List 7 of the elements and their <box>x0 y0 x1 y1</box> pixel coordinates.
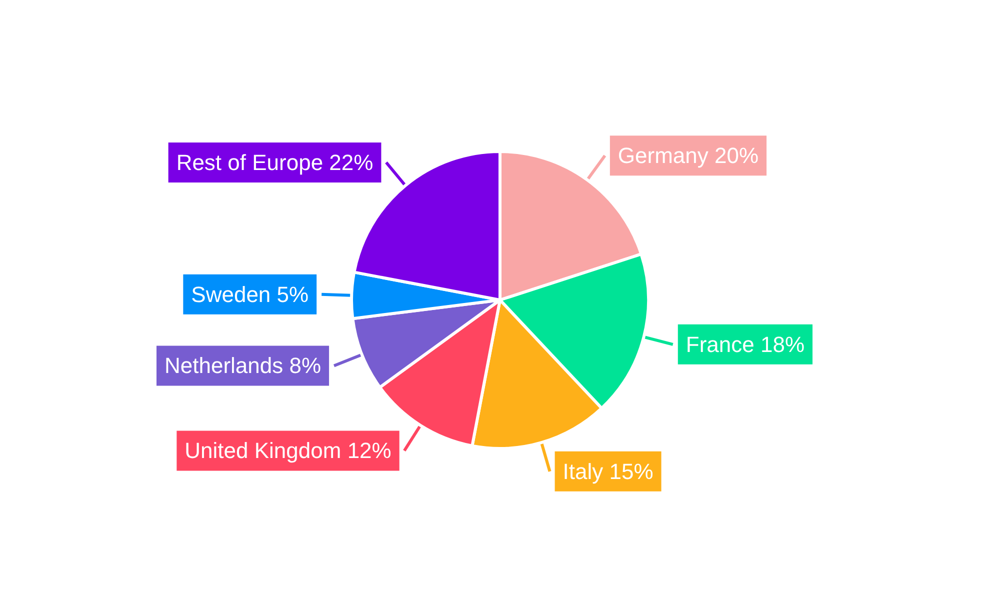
slice-label: United Kingdom 12% <box>184 438 392 464</box>
slice-label: Netherlands 8% <box>164 353 322 378</box>
slice-label: Italy 15% <box>562 458 654 484</box>
slice-label: France 18% <box>686 332 805 357</box>
slice-label: Sweden 5% <box>191 282 309 307</box>
slice-label: Germany 20% <box>618 143 759 168</box>
slice-label: Rest of Europe 22% <box>176 150 374 175</box>
